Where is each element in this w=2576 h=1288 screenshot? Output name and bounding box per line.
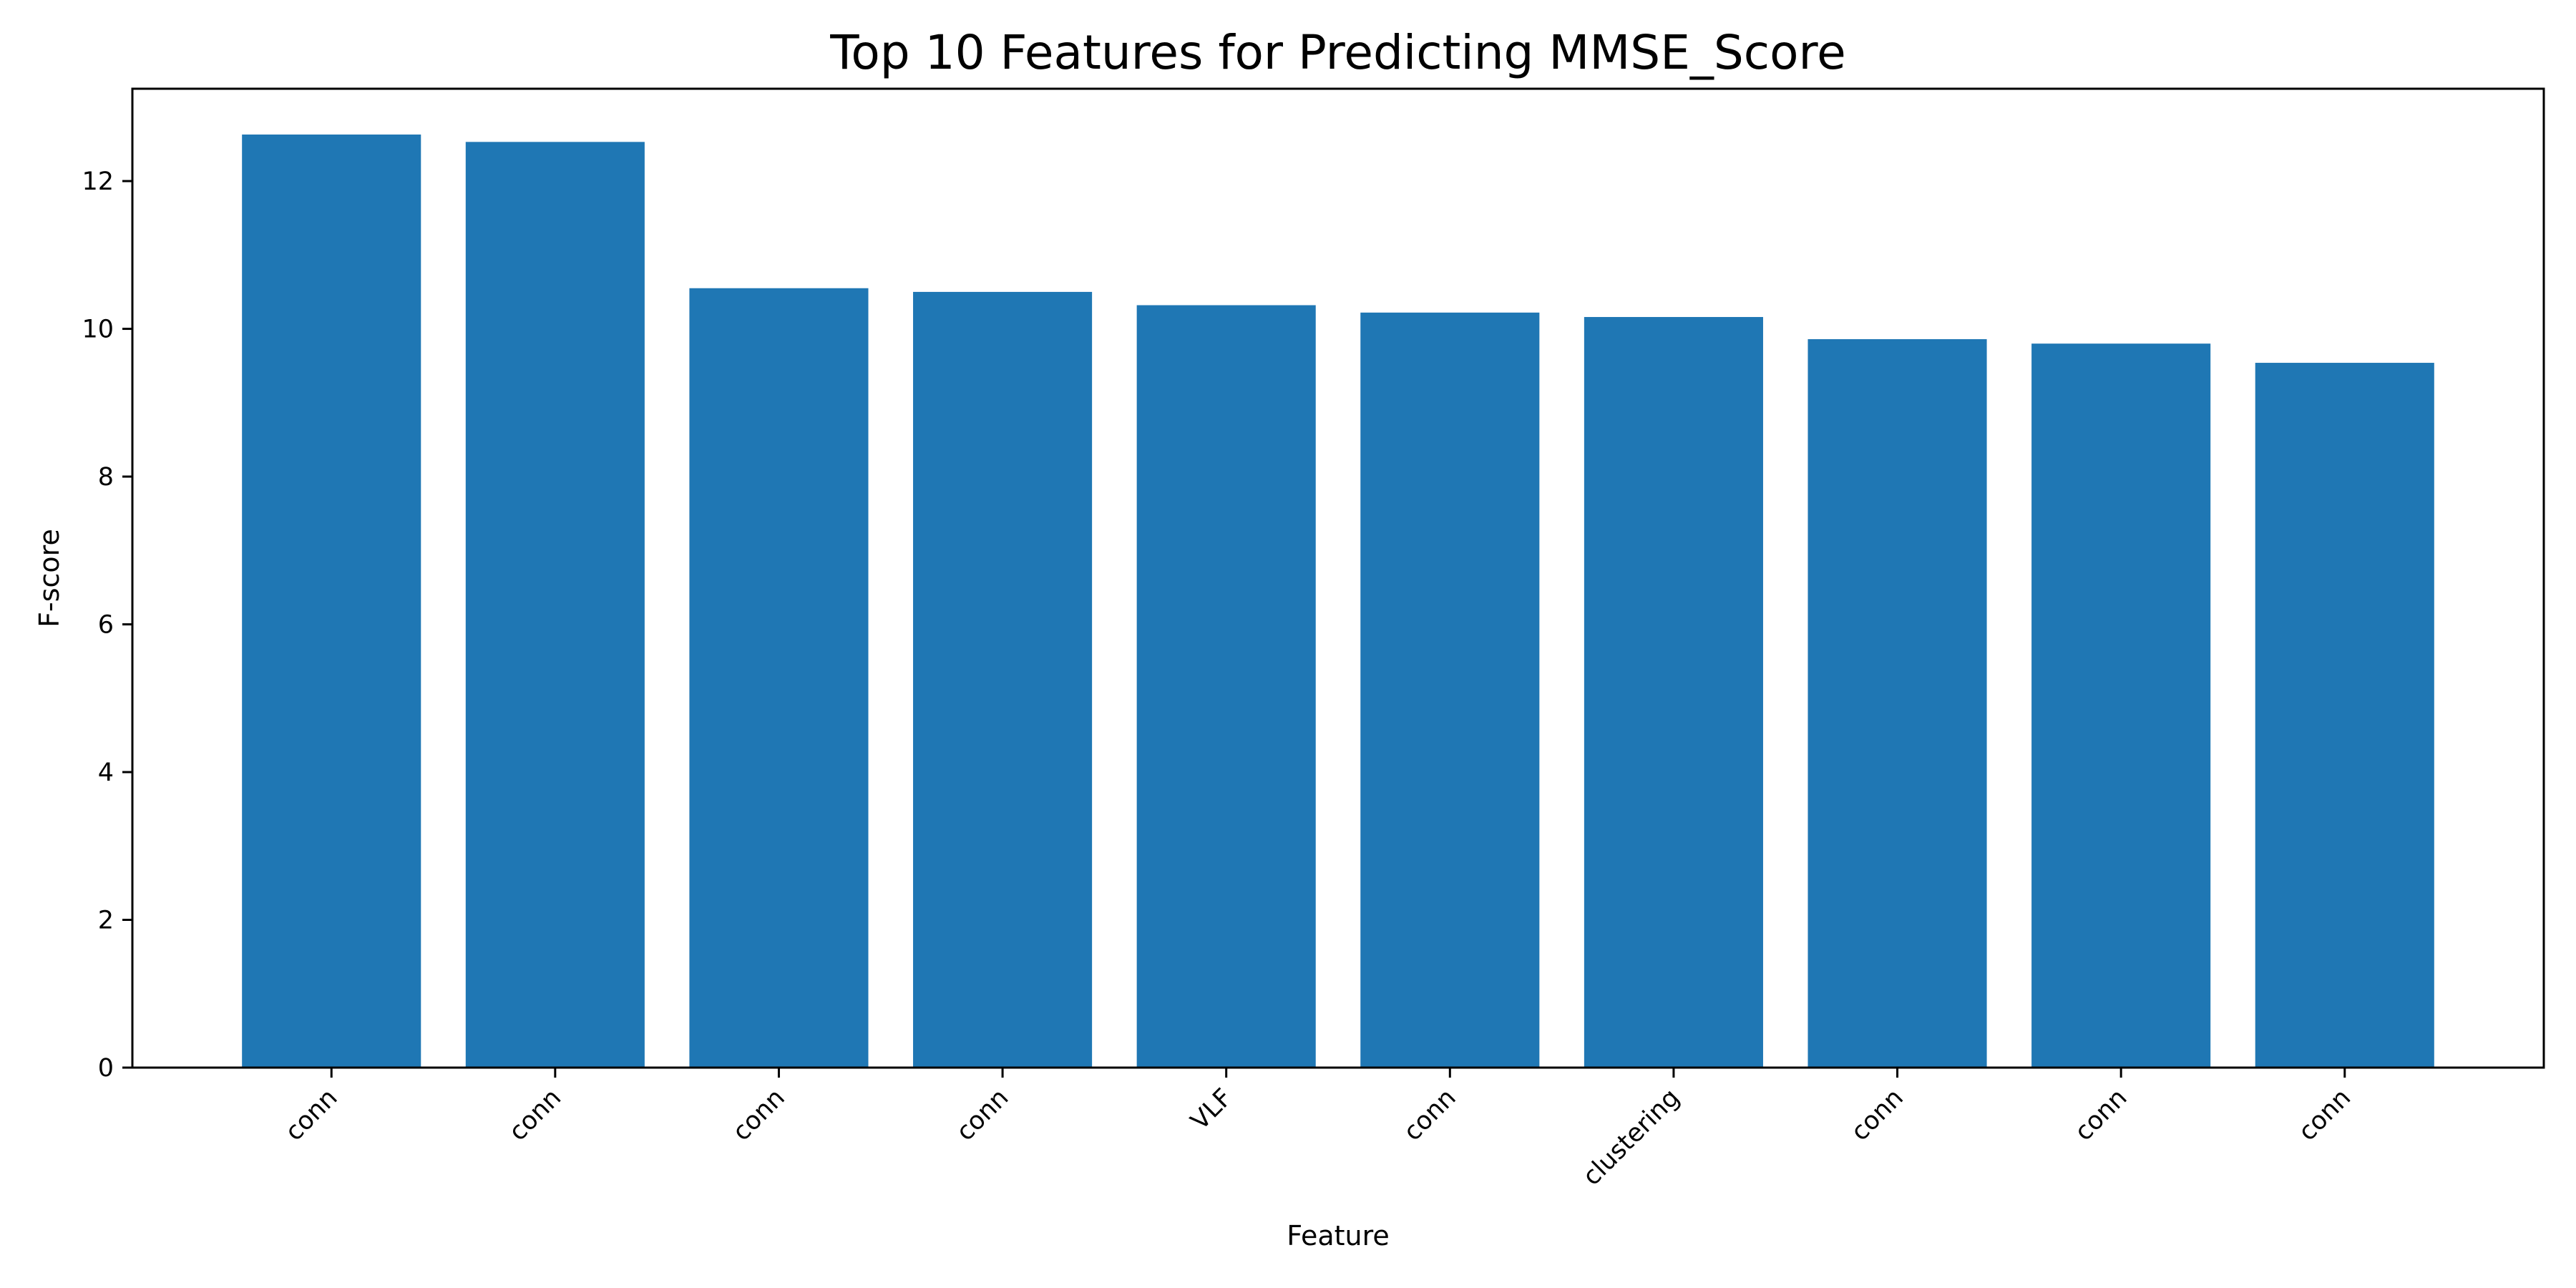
bars-layer [242, 135, 2434, 1068]
y-tick-label-2: 2 [98, 907, 114, 935]
x-tick-label-9: conn [2069, 1083, 2132, 1146]
x-tick-label-10: conn [2293, 1083, 2356, 1146]
bar-1 [242, 135, 421, 1068]
bar-5 [1136, 305, 1316, 1068]
bar-2 [465, 142, 645, 1068]
bar-3 [689, 288, 869, 1068]
y-tick-label-12: 12 [82, 167, 114, 196]
bar-7 [1584, 317, 1763, 1068]
x-tick-label-7: clustering [1578, 1083, 1686, 1191]
x-tick-label-4: conn [951, 1083, 1014, 1146]
bar-6 [1360, 312, 1540, 1068]
chart-title: Top 10 Features for Predicting MMSE_Scor… [829, 25, 1846, 80]
x-tick-label-1: conn [280, 1083, 343, 1146]
bar-8 [1807, 339, 1987, 1068]
y-axis-label: F-score [34, 529, 65, 628]
bar-10 [2255, 363, 2434, 1068]
y-tick-label-6: 6 [98, 611, 114, 640]
plot-frame [131, 87, 2545, 1069]
y-tick-label-10: 10 [82, 316, 114, 344]
y-axis-ticks: 0 2 4 6 8 10 12 [82, 167, 132, 1083]
x-tick-label-8: conn [1845, 1083, 1908, 1146]
bar-4 [913, 291, 1093, 1068]
x-axis-label: Feature [1287, 1220, 1390, 1252]
bar-9 [2031, 343, 2211, 1068]
y-tick-label-0: 0 [98, 1054, 114, 1083]
x-tick-label-3: conn [727, 1083, 790, 1146]
y-tick-label-4: 4 [98, 758, 114, 787]
x-tick-label-2: conn [504, 1083, 567, 1146]
x-axis-ticks: conn conn conn conn VLF conn clustering conn con… [280, 1068, 2356, 1191]
x-tick-label-6: conn [1398, 1083, 1461, 1146]
y-tick-label-8: 8 [98, 463, 114, 492]
x-tick-label-5: VLF [1186, 1083, 1238, 1136]
